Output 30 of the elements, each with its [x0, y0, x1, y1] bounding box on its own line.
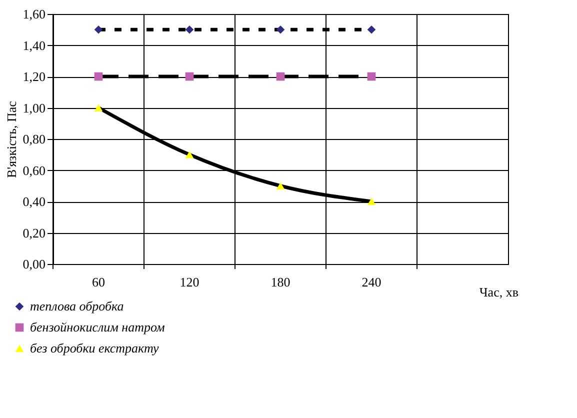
y-axis-title: В'язкість, Пас [4, 100, 19, 178]
point [94, 25, 103, 34]
point [94, 104, 103, 112]
y-tick-label: 0,00 [22, 256, 46, 272]
point [185, 25, 194, 34]
x-tick-label: 120 [180, 274, 200, 290]
x-axis-title: Час, хв [479, 284, 518, 300]
point [185, 151, 194, 158]
x-tick-label: 60 [92, 274, 105, 290]
point [276, 182, 285, 190]
y-tick-label: 0,20 [22, 225, 46, 240]
y-tick-label: 0,60 [22, 162, 46, 178]
legend-label: теплова обробка [30, 298, 124, 314]
x-tick-label: 180 [270, 274, 290, 290]
y-tick-label: 1,20 [22, 69, 46, 84]
y-tick-label: 0,40 [22, 194, 46, 209]
point [276, 72, 285, 81]
x-tick-label: 240 [362, 274, 382, 290]
point [367, 198, 376, 206]
point [94, 72, 103, 81]
point [367, 25, 376, 34]
legend-label: без обробки екстракту [30, 340, 160, 356]
y-tick-label: 1,40 [22, 38, 46, 53]
point [185, 72, 194, 81]
point [276, 25, 285, 34]
y-tick-label: 0,80 [22, 132, 46, 146]
y-tick-label: 1,60 [22, 6, 46, 22]
point [367, 72, 376, 81]
y-tick-label: 1,00 [22, 100, 46, 116]
legend-label: бензойнокислим натром [30, 320, 165, 334]
